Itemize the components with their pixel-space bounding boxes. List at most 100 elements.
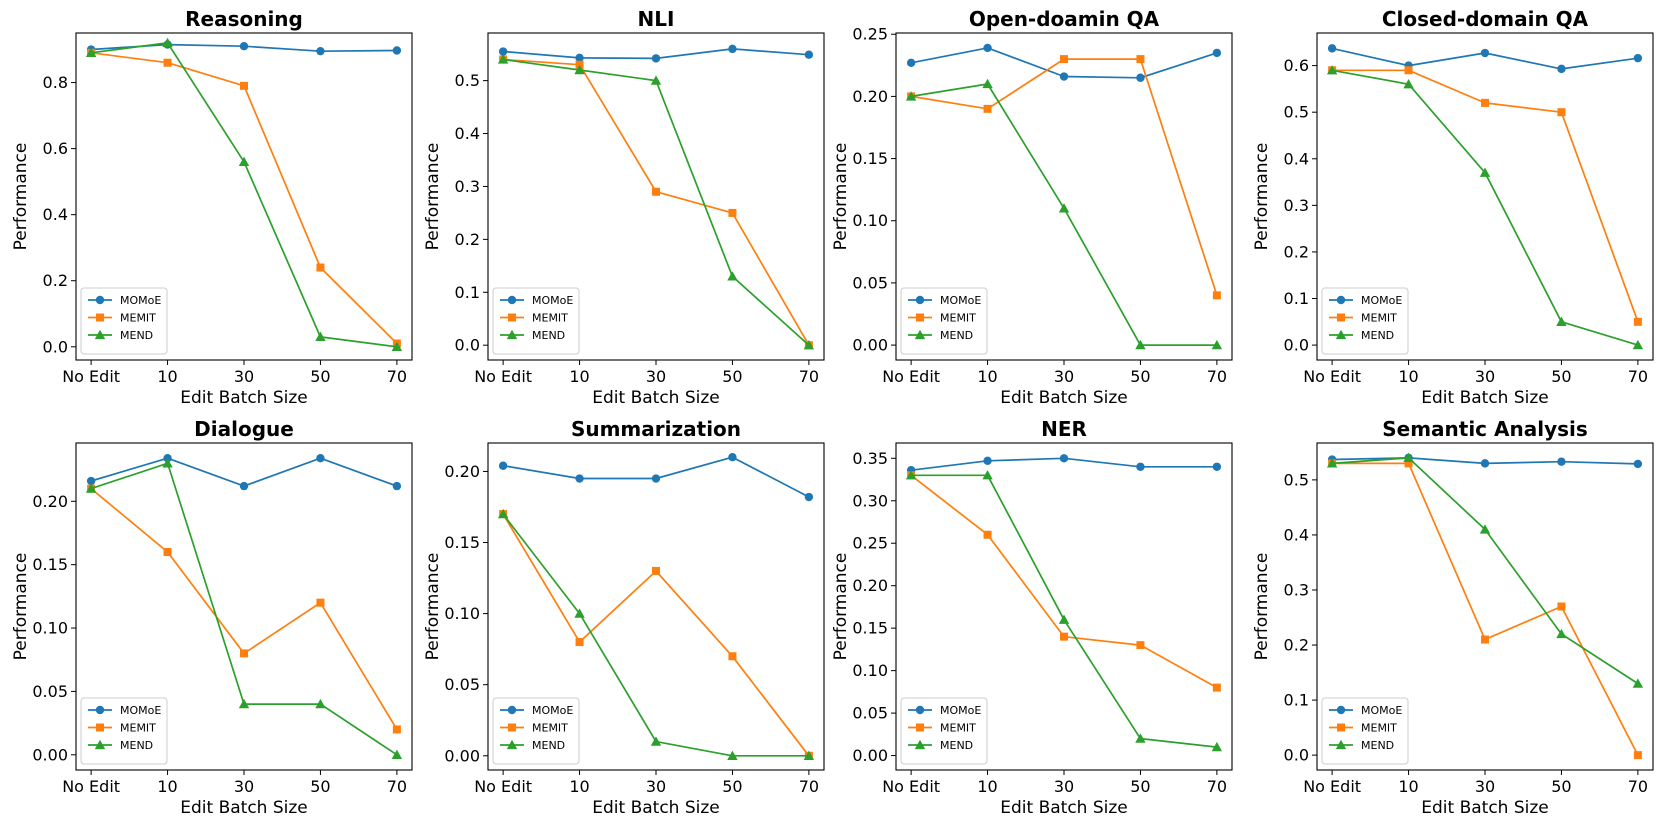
panel-ner-series-memit-line [910,474,1218,689]
panel-semantic-analysis-series-memit-point [1557,602,1566,611]
panel-reasoning-series-mend-point [85,47,97,57]
panel-closed-domain-qa-ytick-label: 0.4 [1284,149,1309,168]
panel-ner-series-memit-point [983,530,992,539]
panel-nli-series-mend-point [650,75,662,85]
panel-summarization-series-memit-point [652,566,660,575]
panel-nli-xtick-label: 10 [569,367,589,386]
panel-summarization-series-memit-point [728,652,737,661]
panel-summarization-xtick-label: 70 [799,777,819,796]
panel-closed-domain-qa-ytick-label: 0.0 [1284,336,1309,355]
panel-semantic-analysis-legend-memit-marker [1337,723,1345,732]
panel-open-doamin-qa-xtick-label: 30 [1054,367,1074,386]
panel-semantic-analysis-legend-momoe-label: MOMoE [1361,704,1402,717]
panel-dialogue-series-memit-point [163,548,172,556]
panel-dialogue-ytick-label: 0.10 [32,619,68,638]
panel-open-doamin-qa-ytick-label: 0.25 [852,25,888,44]
panel-open-doamin-qa-legend-memit-label: MEMIT [940,312,976,325]
panel-nli-legend-memit-marker [508,313,516,322]
panel-dialogue-series-mend-point [238,698,250,709]
panel-reasoning-series-mend-point [238,156,250,166]
panel-semantic-analysis-series-memit-point [1404,459,1413,468]
panel-dialogue-legend-mend-marker [94,739,106,750]
panel-reasoning-ylabel: Performance [11,143,31,251]
panel-summarization-series-momoe-point [575,474,584,483]
panel-nli-xlabel: Edit Batch Size [592,388,720,408]
panel-closed-domain-qa-ylabel: Performance [1252,143,1272,251]
panel-dialogue-series-momoe-point [86,476,96,486]
panel-nli-series-mend-point [497,54,509,64]
panel-reasoning-xtick-label: 70 [387,367,407,386]
panel-open-doamin-qa-legend-mend-label: MEND [940,329,973,342]
panel-closed-domain-qa-legend-memit-label: MEMIT [1361,312,1397,325]
panel-semantic-analysis-ytick-label: 0.5 [1284,470,1309,489]
panel-ner-ytick-label: 0.20 [852,576,888,595]
panel-dialogue-legend-momoe-label: MOMoE [120,704,161,717]
panel-ner-legend: MOMoE MEMIT MEND [900,697,988,765]
panel-nli-series-memit-point [728,208,737,217]
panel-dialogue-series-momoe-point [316,454,325,463]
panel-nli-ylabel: Performance [423,143,443,251]
panel-dialogue-title: Dialogue [194,417,294,441]
panel-reasoning-xtick-label: 50 [310,367,330,386]
panel-reasoning-legend-mend-marker [94,329,106,340]
panel-reasoning: Reasoning 0.0 0.2 0.4 0.6 0.8 No Edit 10 30 50 70 E… [11,7,413,408]
panel-closed-domain-qa-series-mend-point [1632,339,1644,350]
panel-ner-ytick-label: 0.00 [852,746,888,765]
panel-nli-xtick-label: 30 [646,367,666,386]
panel-nli-ytick-label: 0.2 [455,230,480,249]
panel-semantic-analysis-series-mend-point [1632,678,1644,688]
panel-closed-domain-qa-legend-memit-marker [1337,313,1345,322]
panel-reasoning-series-memit-point [316,263,325,272]
panel-closed-domain-qa-legend-mend-label: MEND [1361,329,1394,342]
panel-open-doamin-qa-xtick-label: 10 [977,367,997,386]
panel-reasoning-legend-memit-marker [96,313,104,322]
panel-reasoning-series-mend-point [315,331,326,342]
panel-dialogue-series-memit-point [240,649,248,658]
panel-ner-series-memit-point [1136,641,1145,650]
panel-nli-ytick-label: 0.3 [455,177,480,196]
panel-closed-domain-qa-xtick-label: 30 [1475,367,1495,386]
panel-reasoning-xtick-label: 10 [157,367,177,386]
panel-closed-domain-qa-ytick-label: 0.1 [1284,289,1309,308]
panel-open-doamin-qa-legend-momoe-label: MOMoE [940,294,981,307]
panel-semantic-analysis-series-memit-point [1633,751,1642,760]
panel-ner: NER 0.00 0.05 0.10 0.15 0.20 0.25 0.30 0.35 No Ed… [831,417,1233,818]
panel-ner-ytick-label: 0.15 [852,619,888,638]
panel-semantic-analysis-series-mend-line [1332,457,1639,685]
panel-open-doamin-qa-xtick-label: No Edit [882,367,940,386]
panel-summarization-legend: MOMoE MEMIT MEND [492,697,580,765]
panel-ner-series-momoe-point [1212,462,1222,471]
panel-ner-ytick-label: 0.25 [852,534,888,553]
panel-closed-domain-qa-legend-mend-marker [1335,329,1347,340]
panel-dialogue-xtick-label: 50 [310,777,330,796]
panel-dialogue-legend-memit-marker [96,723,104,732]
panel-summarization-ytick-label: 0.00 [444,746,480,765]
panel-semantic-analysis-series-mend-point [1326,458,1338,468]
panel-summarization-xlabel: Edit Batch Size [592,798,720,818]
panel-closed-domain-qa-legend: MOMoE MEMIT MEND [1321,287,1409,355]
panel-dialogue-series-mend-point [162,458,173,468]
panel-semantic-analysis-title: Semantic Analysis [1382,417,1588,441]
panel-summarization-series-momoe-point [651,474,661,483]
panel-dialogue-xtick-label: 70 [387,777,407,796]
panel-dialogue-series-mend [85,458,403,759]
panel-closed-domain-qa-series-mend-point [1556,316,1567,326]
panel-dialogue-legend-momoe-marker [95,705,105,715]
panel-summarization-legend-momoe-marker [507,705,517,715]
panel-open-doamin-qa-series-momoe [906,43,1222,82]
panel-ner-ytick-label: 0.30 [852,491,888,510]
panel-dialogue-series-momoe-point [239,481,249,491]
panel-open-doamin-qa-legend-momoe-marker [915,295,925,305]
panel-ner-series-memit [907,471,1221,692]
panel-reasoning-legend-memit-label: MEMIT [120,312,156,325]
panel-open-doamin-qa-xtick-label: 50 [1130,367,1150,386]
panel-dialogue-xlabel: Edit Batch Size [180,798,308,818]
panel-ner-title: NER [1041,417,1087,441]
panel-semantic-analysis-series-mend-point [1556,628,1567,639]
panel-nli-series-momoe [498,44,814,63]
panel-open-doamin-qa-series-mend-point [905,91,917,101]
panel-ner-series-mend-point [982,470,993,480]
panel-ner-xtick-label: No Edit [882,777,940,796]
panel-dialogue: Dialogue 0.00 0.05 0.10 0.15 0.20 No Edit 10 30 5… [11,417,413,818]
panel-dialogue-series-momoe [86,454,402,491]
